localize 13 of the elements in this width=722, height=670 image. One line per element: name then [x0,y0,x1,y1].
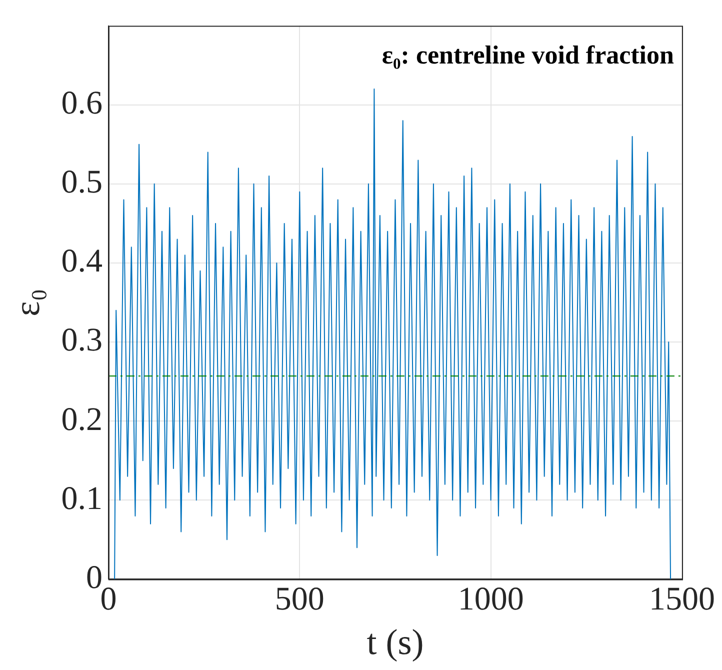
y-tick-label: 0.2 [61,402,102,438]
y-tick-label: 0.1 [61,480,102,517]
annotation: ε₀: centreline void fraction [382,40,675,70]
y-axis-title: ε₀ [7,288,48,316]
y-tick-label: 0 [86,560,102,596]
y-tick-label: 0.5 [61,164,102,201]
y-tick-label: 0.6 [61,86,102,122]
y-tick-label: 0.4 [61,244,102,280]
x-tick-label: 1500 [649,582,715,618]
x-tick-label: 500 [274,582,324,618]
y-tick-label: 0.3 [61,322,102,359]
x-tick-label: 1000 [458,582,524,618]
x-axis-title: t (s) [366,622,424,662]
